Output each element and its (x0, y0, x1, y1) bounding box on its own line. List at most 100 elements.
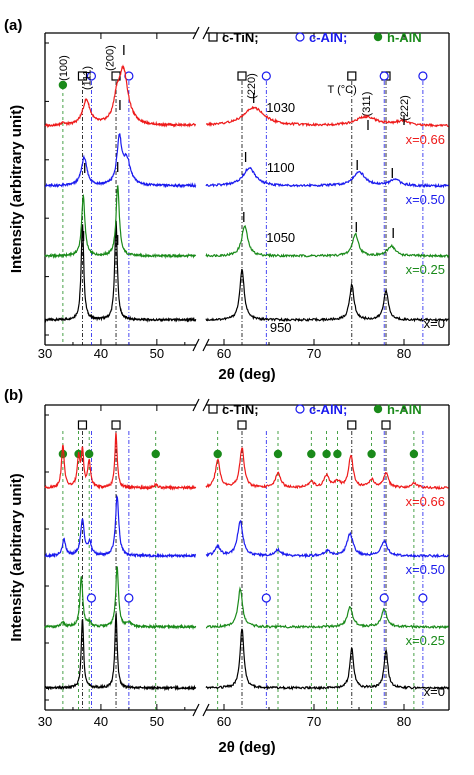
spectrum-x-0-25 (205, 225, 450, 259)
panel-a: 30 40 50 60 70 80 2θ (deg) Intensity (arbitrary… (4, 17, 450, 383)
c-aln-marker (261, 71, 271, 81)
x-tick-label: 40 (94, 714, 108, 729)
peak-label: (200) (104, 45, 116, 71)
x-tick-label: 80 (397, 346, 411, 361)
y-axis-label: Intensity (arbitrary unit) (8, 473, 25, 641)
axis-break-mark (192, 26, 200, 40)
legend-dot-marker (373, 404, 383, 414)
spectrum-x-0-50 (205, 519, 449, 559)
legend: c-TiN; c-AlN; h-AlN (208, 30, 422, 45)
c-tin-marker (237, 71, 247, 81)
c-aln-marker (379, 71, 389, 81)
composition-label: x=0 (424, 316, 445, 331)
x-tick-label: 60 (217, 714, 231, 729)
h-aln-marker (333, 449, 342, 459)
composition-label: x=0.50 (406, 562, 445, 577)
x-tick-label: 30 (38, 714, 52, 729)
c-tin-marker (237, 420, 247, 430)
panel-label: (a) (4, 17, 22, 34)
spectrum-x-0-66 (44, 64, 197, 129)
c-aln-marker (418, 593, 428, 603)
c-aln-marker (124, 593, 134, 603)
h-aln-marker (58, 449, 68, 459)
composition-label: x=0 (424, 684, 445, 699)
peak-label: (111) (81, 66, 93, 90)
spectrum-x-0-25 (44, 566, 197, 631)
panel-label: (b) (4, 387, 23, 404)
legend-label: c-TiN; (222, 30, 259, 45)
spectrum-x-0 (205, 628, 450, 691)
c-aln-marker (379, 593, 389, 603)
temperature-header: T (°C) (328, 84, 357, 96)
x-tick-label: 70 (307, 346, 321, 361)
c-aln-marker (418, 71, 428, 81)
axis-break-mark (192, 338, 200, 352)
spectrum-x-0 (44, 219, 197, 323)
legend-label: c-AlN; (309, 30, 347, 45)
composition-label: x=0.25 (406, 262, 445, 277)
c-tin-marker (77, 420, 88, 430)
y-axis-label: Intensity (arbitrary unit) (8, 105, 25, 273)
peak-label: (311) (361, 92, 373, 117)
c-tin-marker (111, 420, 121, 430)
x-tick-label: 60 (217, 346, 231, 361)
axis-break-mark (202, 26, 210, 40)
legend-label: h-AlN (387, 402, 422, 417)
peak-label: (222) (399, 95, 411, 121)
c-aln-marker (86, 71, 97, 81)
legend: c-TiN; c-AlN; h-AlN (208, 402, 422, 417)
c-aln-marker (261, 593, 271, 603)
c-tin-marker (381, 420, 391, 430)
spectrum-x-0-50 (44, 494, 197, 559)
h-aln-marker (367, 449, 376, 459)
temperature-label: 1050 (266, 230, 295, 245)
h-aln-marker (273, 449, 283, 459)
h-aln-marker (151, 449, 160, 459)
composition-label: x=0.25 (406, 633, 445, 648)
composition-label: x=0.50 (406, 192, 445, 207)
x-axis-label: 2θ (deg) (218, 739, 275, 756)
spectrum-x-0-66 (206, 105, 449, 128)
legend-square-marker (208, 404, 218, 414)
spectrum-x-0-25 (44, 185, 197, 260)
h-aln-marker (213, 449, 222, 459)
legend-square-marker (208, 32, 218, 42)
spectrum-x-0-50 (44, 133, 197, 189)
axis-break-mark (202, 703, 210, 717)
axis-break-mark (202, 398, 210, 412)
c-tin-marker (77, 71, 88, 81)
legend-label: c-TiN; (222, 402, 259, 417)
axis-break-mark (192, 398, 200, 412)
x-axis-label: 2θ (deg) (218, 366, 275, 383)
x-tick-label: 30 (38, 346, 52, 361)
legend-circle-marker (295, 32, 305, 42)
x-tick-label: 50 (150, 714, 164, 729)
c-aln-marker (86, 593, 97, 603)
legend-label: c-AlN; (309, 402, 347, 417)
x-tick-label: 70 (307, 714, 321, 729)
spectrum-x-0-25 (205, 586, 450, 630)
c-tin-marker (347, 420, 357, 430)
spectrum-x-0 (44, 612, 197, 692)
x-tick-label: 40 (94, 346, 108, 361)
legend-dot-marker (373, 32, 383, 42)
axis-break-mark (202, 338, 210, 352)
spectrum-x-0 (205, 268, 449, 323)
temperature-label: 1030 (266, 100, 295, 115)
axis-break-mark (192, 703, 200, 717)
peak-label: (100) (58, 55, 70, 81)
temperature-label: 1100 (267, 160, 295, 175)
spectrum-x-0-66 (205, 447, 449, 490)
h-aln-marker (307, 449, 316, 459)
h-aln-marker (84, 449, 94, 459)
h-aln-marker (409, 449, 419, 459)
spectrum-x-0-50 (205, 166, 449, 189)
composition-label: x=0.66 (406, 132, 445, 147)
panel-b: 30 40 50 60 70 80 2θ (deg) Intensity (arbitrary… (4, 387, 450, 756)
c-tin-marker (347, 71, 357, 81)
legend-circle-marker (295, 404, 305, 414)
h-aln-marker (322, 449, 331, 459)
legend-label: h-AlN (387, 30, 422, 45)
x-tick-label: 80 (397, 714, 411, 729)
